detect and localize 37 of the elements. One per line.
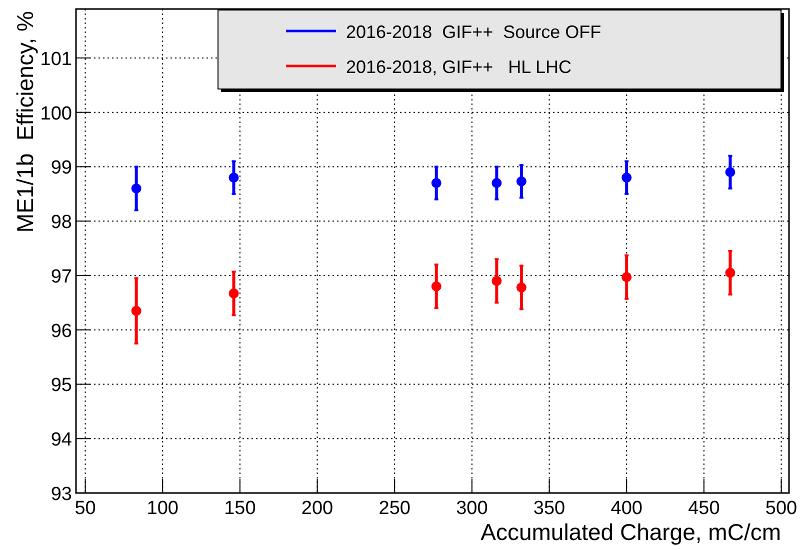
point <box>516 176 526 186</box>
point <box>228 172 239 183</box>
legend-label: 2016-2018 GIF++ Source OFF <box>346 22 602 42</box>
x-tick-label: 500 <box>765 498 798 519</box>
y-tick-label: 101 <box>40 48 72 70</box>
point <box>431 281 442 292</box>
legend-label: 2016-2018, GIF++ HL LHC <box>346 57 572 77</box>
point <box>725 268 736 278</box>
x-tick-label: 250 <box>378 498 410 519</box>
y-tick-label: 96 <box>50 320 72 342</box>
x-tick-label: 450 <box>688 498 720 519</box>
x-axis-title: Accumulated Charge, mC/cm <box>480 519 781 545</box>
y-tick-label: 98 <box>50 212 72 234</box>
point <box>431 178 442 188</box>
point <box>131 306 142 316</box>
y-tick-label: 93 <box>50 484 72 505</box>
point <box>622 172 632 183</box>
y-tick-label: 97 <box>50 266 72 288</box>
x-tick-label: 200 <box>301 498 334 519</box>
point <box>492 276 502 286</box>
point <box>725 167 736 178</box>
y-tick-label: 95 <box>50 375 72 396</box>
x-tick-label: 400 <box>610 498 642 519</box>
point <box>622 272 632 282</box>
point <box>492 178 502 188</box>
y-tick-label: 100 <box>40 103 72 124</box>
x-tick-label: 50 <box>74 498 96 519</box>
x-tick-label: 350 <box>533 498 566 519</box>
point <box>228 288 239 298</box>
x-tick-label: 150 <box>224 498 256 519</box>
y-tick-label: 99 <box>50 158 72 179</box>
y-tick-label: 94 <box>50 430 72 451</box>
point <box>516 282 526 292</box>
x-tick-label: 100 <box>146 498 178 519</box>
point <box>131 183 142 194</box>
y-axis-title: ME1/1b Efficiency, % <box>12 11 38 233</box>
x-tick-label: 300 <box>456 498 488 519</box>
